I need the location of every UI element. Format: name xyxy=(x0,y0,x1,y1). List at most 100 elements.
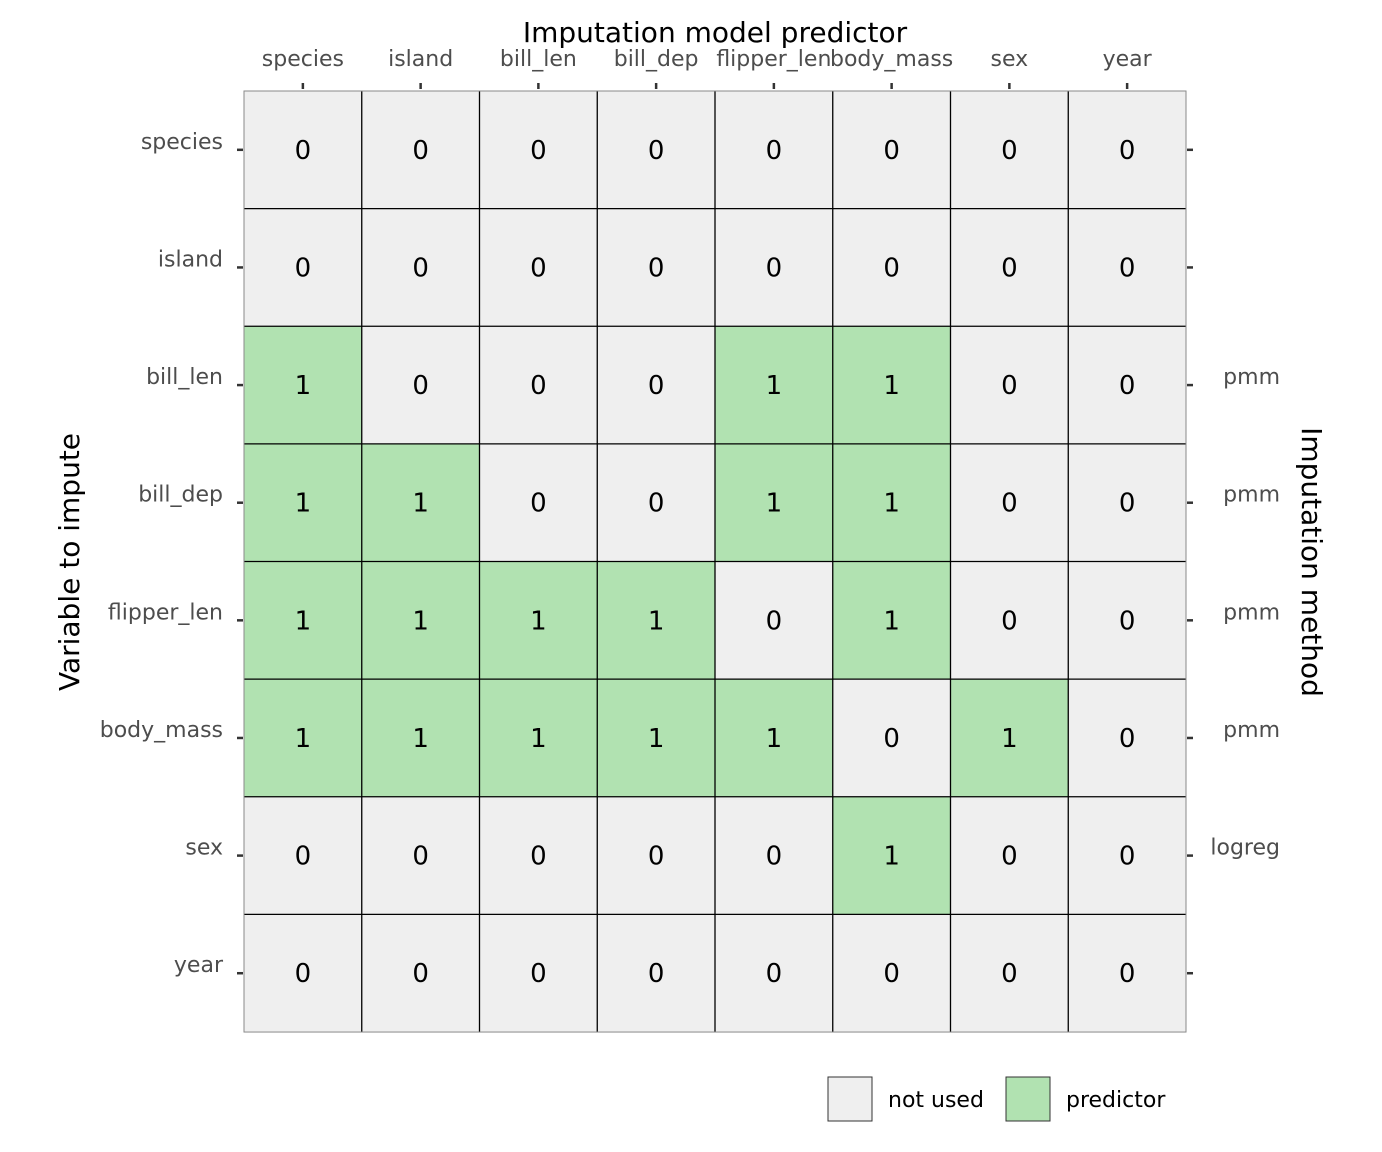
left-tick-label-bill_dep: bill_dep xyxy=(138,483,223,508)
heatmap-grid xyxy=(243,90,1187,1033)
cell-value-sex-bill_len: 0 xyxy=(530,842,547,872)
cell-species-flipper_len xyxy=(715,91,833,209)
right-axis-title: Imputation method xyxy=(1295,427,1328,697)
cell-value-flipper_len-flipper_len: 0 xyxy=(766,606,783,636)
left-tick-label-bill_len: bill_len xyxy=(146,365,223,390)
cell-value-island-bill_len: 0 xyxy=(530,253,547,283)
left-tick-label-flipper_len: flipper_len xyxy=(108,600,223,625)
right-tick-label-bill_len: pmm xyxy=(1223,365,1280,390)
cell-value-bill_dep-bill_dep: 0 xyxy=(648,489,665,519)
cell-value-island-sex: 0 xyxy=(1001,253,1018,283)
cell-bill_len-bill_dep xyxy=(597,326,715,444)
cell-value-bill_dep-bill_len: 0 xyxy=(530,489,547,519)
cell-sex-species xyxy=(244,796,362,915)
cell-value-flipper_len-island: 1 xyxy=(412,606,429,636)
cell-bill_len-bill_len xyxy=(479,326,598,444)
cell-species-year xyxy=(1068,91,1186,209)
cell-year-body_mass xyxy=(832,914,951,1033)
left-axis-title: Variable to impute xyxy=(53,433,86,691)
cell-value-bill_dep-sex: 0 xyxy=(1001,489,1018,519)
cell-value-year-bill_len: 0 xyxy=(530,959,547,989)
right-tick-label-body_mass: pmm xyxy=(1223,718,1280,743)
cell-value-bill_len-sex: 0 xyxy=(1001,371,1018,401)
left-tick-label-species: species xyxy=(141,130,223,155)
cell-bill_dep-year xyxy=(1068,443,1186,562)
cell-value-sex-sex: 0 xyxy=(1001,842,1018,872)
cell-body_mass-bill_dep xyxy=(597,679,715,797)
top-axis-ticks: species island bill_len bill_dep flipper_len… xyxy=(262,47,1153,89)
right-tick-label-sex: logreg xyxy=(1210,836,1280,861)
top-tick-label-body_mass: body_mass xyxy=(830,47,953,72)
cell-bill_dep-sex xyxy=(950,443,1069,562)
cell-value-bill_len-year: 0 xyxy=(1119,371,1136,401)
cell-sex-flipper_len xyxy=(715,796,833,915)
cell-island-bill_len xyxy=(479,208,598,327)
cell-bill_len-island xyxy=(361,326,480,444)
cell-value-bill_len-species: 1 xyxy=(295,371,312,401)
cell-value-sex-year: 0 xyxy=(1119,842,1136,872)
top-tick-label-year: year xyxy=(1103,47,1153,72)
cell-species-sex xyxy=(950,91,1069,209)
cell-value-body_mass-bill_len: 1 xyxy=(530,724,547,754)
cell-value-body_mass-year: 0 xyxy=(1119,724,1136,754)
cell-year-flipper_len xyxy=(715,914,833,1033)
top-tick-label-flipper_len: flipper_len xyxy=(716,47,831,72)
cell-value-species-body_mass: 0 xyxy=(883,136,900,166)
cell-sex-bill_dep xyxy=(597,796,715,915)
cell-value-island-island: 0 xyxy=(412,253,429,283)
cell-flipper_len-sex xyxy=(950,561,1069,680)
cell-bill_len-flipper_len xyxy=(715,326,833,444)
cell-value-flipper_len-species: 1 xyxy=(295,606,312,636)
cell-value-year-island: 0 xyxy=(412,959,429,989)
cell-value-bill_dep-flipper_len: 1 xyxy=(766,489,783,519)
cell-island-flipper_len xyxy=(715,208,833,327)
cell-value-flipper_len-bill_dep: 1 xyxy=(648,606,665,636)
cell-value-flipper_len-sex: 0 xyxy=(1001,606,1018,636)
cell-body_mass-year xyxy=(1068,679,1186,797)
cell-species-body_mass xyxy=(832,91,951,209)
cell-value-bill_len-bill_len: 0 xyxy=(530,371,547,401)
cell-value-flipper_len-year: 0 xyxy=(1119,606,1136,636)
cell-value-body_mass-species: 1 xyxy=(295,724,312,754)
cell-value-species-year: 0 xyxy=(1119,136,1136,166)
cell-value-bill_len-island: 0 xyxy=(412,371,429,401)
cell-value-sex-species: 0 xyxy=(295,842,312,872)
cell-value-island-flipper_len: 0 xyxy=(766,253,783,283)
cell-bill_dep-bill_dep xyxy=(597,443,715,562)
legend-key-not-used xyxy=(827,1076,873,1122)
cell-year-bill_dep xyxy=(597,914,715,1033)
cell-flipper_len-island xyxy=(361,561,480,680)
cell-value-species-island: 0 xyxy=(412,136,429,166)
cell-sex-island xyxy=(361,796,480,915)
cell-value-sex-island: 0 xyxy=(412,842,429,872)
legend-label-predictor: predictor xyxy=(1066,1088,1166,1113)
cell-value-bill_len-body_mass: 1 xyxy=(883,371,900,401)
left-tick-label-island: island xyxy=(158,247,223,272)
cell-value-year-bill_dep: 0 xyxy=(648,959,665,989)
cell-bill_dep-bill_len xyxy=(479,443,598,562)
cell-value-species-species: 0 xyxy=(295,136,312,166)
cell-value-bill_dep-body_mass: 1 xyxy=(883,489,900,519)
cell-body_mass-bill_len xyxy=(479,679,598,797)
cell-value-year-body_mass: 0 xyxy=(883,959,900,989)
cell-year-year xyxy=(1068,914,1186,1033)
cell-flipper_len-year xyxy=(1068,561,1186,680)
top-tick-label-island: island xyxy=(388,47,453,72)
cell-year-island xyxy=(361,914,480,1033)
cell-year-sex xyxy=(950,914,1069,1033)
top-tick-label-species: species xyxy=(262,47,344,72)
cell-bill_dep-species xyxy=(244,443,362,562)
cell-value-flipper_len-body_mass: 1 xyxy=(883,606,900,636)
cell-species-bill_len xyxy=(479,91,598,209)
cell-flipper_len-species xyxy=(244,561,362,680)
heatmap-cell-labels: 0 0 0 0 0 0 0 0 0 0 0 0 0 0 0 0 1 0 0 0 1 1 0 0 1 1 0 0 1 1 0 0 1 1 1 1 0 1 0 0… xyxy=(295,136,1136,989)
cell-value-island-body_mass: 0 xyxy=(883,253,900,283)
cell-value-body_mass-flipper_len: 1 xyxy=(766,724,783,754)
cell-year-bill_len xyxy=(479,914,598,1033)
right-tick-label-bill_dep: pmm xyxy=(1223,483,1280,508)
cell-bill_len-year xyxy=(1068,326,1186,444)
cell-value-body_mass-island: 1 xyxy=(412,724,429,754)
cell-value-island-bill_dep: 0 xyxy=(648,253,665,283)
cell-value-sex-body_mass: 1 xyxy=(883,842,900,872)
cell-value-bill_dep-species: 1 xyxy=(295,489,312,519)
